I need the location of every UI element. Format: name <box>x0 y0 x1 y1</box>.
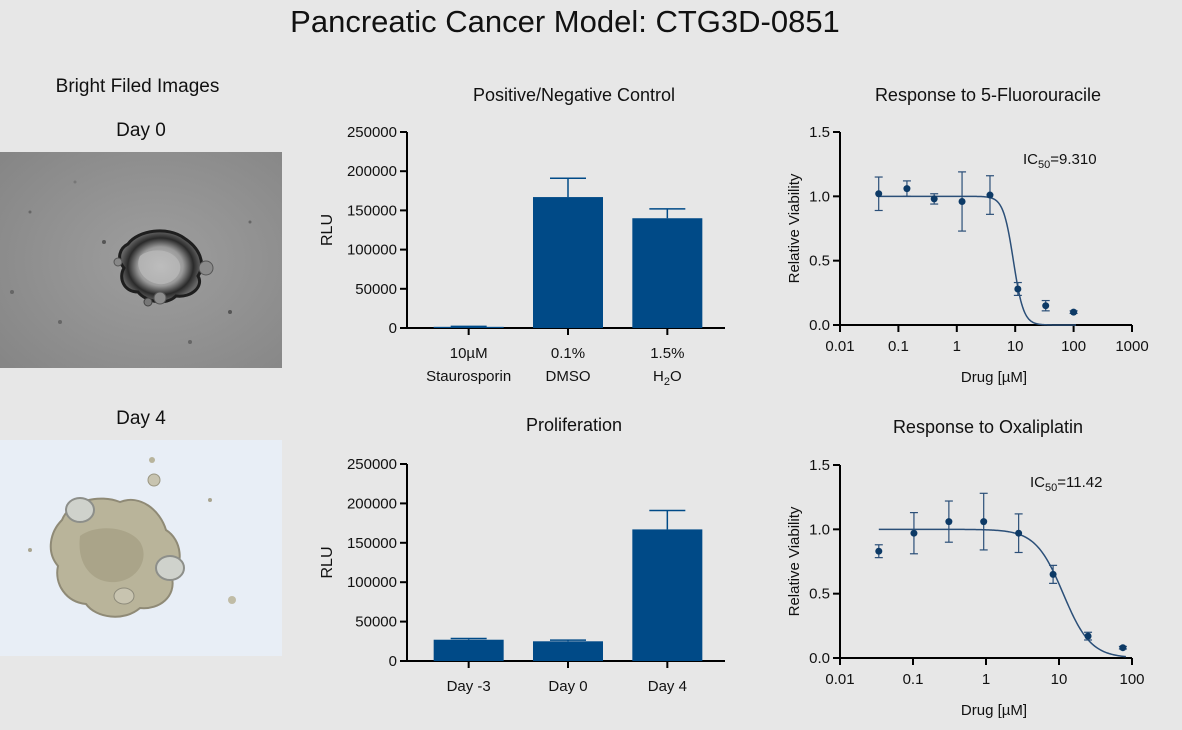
y-tick-label: 100000 <box>347 242 397 259</box>
y-axis-label: Relative Viability <box>786 506 803 616</box>
ic50-annotation: IC50=11.42 <box>1030 474 1102 494</box>
data-point <box>1070 308 1078 316</box>
day0-label: Day 0 <box>116 120 166 141</box>
y-tick-label: 50000 <box>355 281 397 298</box>
data-point <box>980 518 988 526</box>
data-point <box>1049 570 1057 578</box>
ic50-annotation: IC50=9.310 <box>1023 151 1097 171</box>
fitted-curve <box>878 195 1077 326</box>
data-point <box>910 529 918 537</box>
x-axis-label: Drug [µM] <box>961 702 1027 719</box>
x-tick-label-line2: H2O <box>653 368 682 388</box>
data-point <box>930 195 938 203</box>
y-axis-label: Relative Viability <box>786 173 803 283</box>
data-point <box>986 191 994 199</box>
y-tick-label: 1.0 <box>809 188 830 205</box>
x-tick-label: 0.1% <box>551 345 585 362</box>
data-point <box>1015 529 1023 537</box>
data-point <box>958 197 966 205</box>
bar <box>433 326 504 328</box>
x-tick-label: 10 <box>1051 671 1068 688</box>
proliferation-bar-chart: Proliferation RLU 0 50000 100000 150000 200000… <box>319 415 725 695</box>
x-tick-label: 100 <box>1061 338 1086 355</box>
chart-title: Response to 5-Fluorouracile <box>875 85 1101 105</box>
y-axis-label: RLU <box>319 546 336 578</box>
x-tick-label: 1 <box>982 671 990 688</box>
x-tick-label: Day 4 <box>648 678 687 695</box>
y-tick-label: 0.5 <box>809 253 830 270</box>
y-tick-label: 150000 <box>347 202 397 219</box>
y-tick-label: 0.0 <box>809 317 830 334</box>
images-heading: Bright Filed Images <box>55 76 220 97</box>
y-tick-label: 0 <box>389 320 397 337</box>
x-tick-label: Day 0 <box>548 678 587 695</box>
data-point <box>945 518 953 526</box>
day4-label: Day 4 <box>116 408 166 429</box>
y-tick-label: 150000 <box>347 535 397 552</box>
data-point <box>1014 285 1022 293</box>
x-tick-label: 1000 <box>1115 338 1148 355</box>
day0-brightfield-image <box>0 152 282 368</box>
bar <box>632 529 703 661</box>
x-tick-label: Day -3 <box>447 678 491 695</box>
data-point <box>903 185 911 193</box>
y-tick-label: 1.0 <box>809 521 830 538</box>
y-tick-label: 50000 <box>355 614 397 631</box>
data-point <box>875 547 883 555</box>
bar <box>632 218 703 328</box>
day4-brightfield-image <box>0 440 282 656</box>
x-tick-label: 1.5% <box>650 345 684 362</box>
x-axis-label: Drug [µM] <box>961 369 1027 386</box>
x-tick-label: 10µM <box>450 345 488 362</box>
x-tick-label: 100 <box>1119 671 1144 688</box>
data-point <box>1042 302 1050 310</box>
y-tick-label: 100000 <box>347 574 397 591</box>
x-tick-label-line2: DMSO <box>546 368 591 385</box>
y-tick-label: 1.5 <box>809 457 830 474</box>
y-tick-label: 200000 <box>347 495 397 512</box>
x-tick-label: 0.01 <box>825 338 854 355</box>
x-tick-label-line2: Staurosporin <box>426 368 511 385</box>
y-tick-label: 0.5 <box>809 586 830 603</box>
x-tick-label: 0.1 <box>903 671 924 688</box>
data-point <box>1119 644 1127 652</box>
bar <box>533 641 603 661</box>
y-axis-label: RLU <box>319 214 336 246</box>
y-tick-label: 250000 <box>347 456 397 473</box>
y-tick-label: 0.0 <box>809 650 830 667</box>
y-tick-label: 1.5 <box>809 124 830 141</box>
x-tick-label: 10 <box>1007 338 1024 355</box>
y-tick-label: 250000 <box>347 124 397 141</box>
oxaliplatin-dose-response-chart: Response to Oxaliplatin Relative Viabilit… <box>786 417 1145 719</box>
x-tick-label: 0.1 <box>888 338 909 355</box>
x-tick-label: 1 <box>953 338 961 355</box>
x-tick-label: 0.01 <box>825 671 854 688</box>
data-point <box>1084 632 1092 640</box>
y-tick-label: 200000 <box>347 163 397 180</box>
control-bar-chart: Positive/Negative Control RLU 0 50000 100000… <box>319 85 725 388</box>
bar <box>533 197 603 328</box>
chart-title: Positive/Negative Control <box>473 85 675 105</box>
data-point <box>875 190 883 198</box>
chart-title: Response to Oxaliplatin <box>893 417 1083 437</box>
y-tick-label: 0 <box>389 653 397 670</box>
bar <box>433 639 504 661</box>
page-title: Pancreatic Cancer Model: CTG3D-0851 <box>290 4 840 39</box>
fluorouracile-dose-response-chart: Response to 5-Fluorouracile Relative Viab… <box>786 85 1149 386</box>
chart-title: Proliferation <box>526 415 622 435</box>
